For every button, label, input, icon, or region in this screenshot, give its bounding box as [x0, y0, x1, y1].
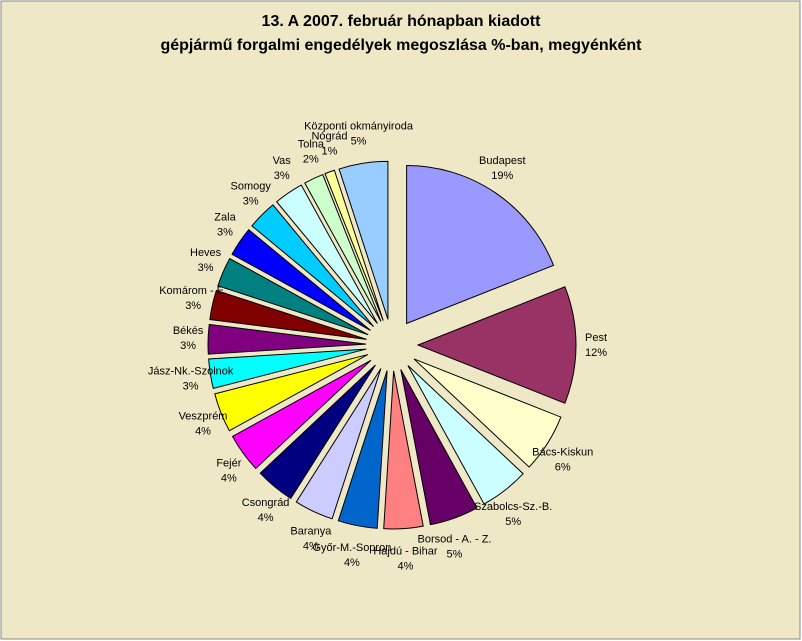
- pie-slice: [337, 370, 388, 529]
- slice-label: Győr-M.-Sopron: [312, 542, 391, 554]
- slice-value-label: 3%: [217, 227, 233, 239]
- slice-value-label: 1%: [322, 146, 338, 158]
- chart-title: 13. A 2007. február hónapban kiadott: [262, 13, 542, 30]
- pie-slice: [209, 289, 367, 340]
- slice-value-label: 3%: [274, 170, 290, 182]
- slice-value-label: 3%: [183, 380, 199, 392]
- slice-value-label: 4%: [195, 426, 211, 438]
- chart-title: gépjármű forgalmi engedélyek megoszlása …: [160, 37, 642, 54]
- slice-label: Jász-Nk.-Szolnok: [148, 365, 234, 377]
- pie-slice: [304, 173, 382, 322]
- slice-label: Vas: [273, 155, 292, 167]
- pie-slice: [231, 228, 371, 331]
- slice-label: Szabolcs-Sz.-B.: [474, 501, 552, 513]
- slice-value-label: 12%: [585, 347, 607, 359]
- pie-slice: [324, 169, 384, 321]
- slice-value-label: 4%: [258, 512, 274, 524]
- slice-label: Fejér: [216, 458, 241, 470]
- slice-value-label: 5%: [351, 136, 367, 148]
- pie-slice: [207, 323, 367, 355]
- pie-slice: [251, 204, 375, 328]
- slice-label: Pest: [585, 332, 607, 344]
- slice-label: Tolna: [298, 138, 325, 150]
- slice-label: Csongrád: [242, 497, 290, 509]
- slice-value-label: 2%: [303, 153, 319, 165]
- pie-slice: [217, 257, 369, 336]
- pie-slice: [407, 365, 524, 505]
- slice-label: Veszprém: [179, 411, 228, 423]
- slice-value-label: 4%: [221, 473, 237, 485]
- pie-slice: [208, 348, 367, 389]
- slice-value-label: 4%: [397, 560, 413, 572]
- pie-slice: [406, 164, 555, 325]
- slice-label: Komárom - E.: [159, 285, 227, 297]
- slice-label: Zala: [214, 212, 236, 224]
- slice-label: Hajdú - Bihar: [373, 545, 438, 557]
- slice-value-label: 5%: [447, 548, 463, 560]
- pie-slice: [214, 354, 369, 432]
- slice-label: Baranya: [290, 526, 332, 538]
- slice-label: Budapest: [479, 155, 525, 167]
- slice-label: Központi okmányiroda: [304, 121, 414, 133]
- slice-value-label: 5%: [505, 516, 521, 528]
- slice-value-label: 4%: [303, 541, 319, 553]
- pie-slice: [413, 358, 562, 468]
- pie-slice: [231, 359, 372, 470]
- slice-value-label: 6%: [555, 462, 571, 474]
- pie-slice: [338, 160, 389, 320]
- slice-label: Bács-Kiskun: [532, 447, 593, 459]
- slice-value-label: 4%: [344, 557, 360, 569]
- pie-slice: [295, 368, 382, 520]
- slice-value-label: 3%: [243, 196, 259, 208]
- pie-slice: [259, 364, 376, 500]
- pie-slice: [383, 370, 424, 530]
- slice-label: Békés: [173, 325, 204, 337]
- slice-value-label: 3%: [180, 340, 196, 352]
- pie-slice: [275, 184, 378, 324]
- pie-slice: [400, 369, 478, 526]
- slice-label: Heves: [190, 247, 222, 259]
- slice-label: Nógrád: [311, 131, 347, 143]
- slice-value-label: 3%: [185, 300, 201, 312]
- slice-value-label: 3%: [198, 262, 214, 274]
- slice-label: Somogy: [230, 181, 271, 193]
- slice-label: Borsod - A. - Z.: [418, 533, 492, 545]
- pie-slice: [416, 286, 577, 404]
- slice-value-label: 19%: [491, 170, 513, 182]
